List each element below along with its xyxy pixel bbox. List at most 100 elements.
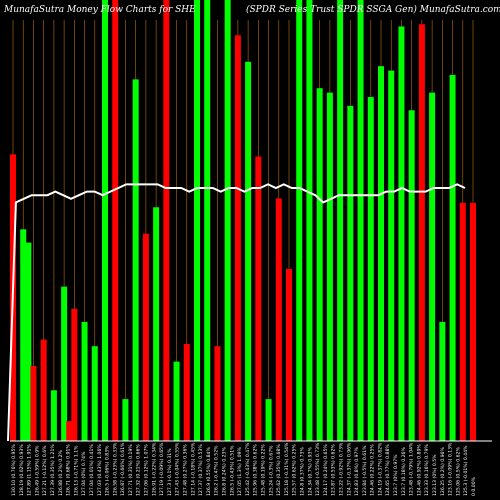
bar-up bbox=[25, 242, 32, 441]
bars bbox=[10, 0, 476, 442]
bar-up bbox=[153, 207, 160, 441]
bar-up bbox=[439, 321, 446, 441]
bar-down bbox=[255, 156, 262, 441]
bar-down bbox=[183, 343, 190, 441]
bar-up bbox=[378, 66, 384, 442]
x-tick-label: 123.7 (0%) 0.97% bbox=[393, 454, 399, 496]
x-tick-label: 127.04 (0%) 0.74% bbox=[81, 451, 87, 496]
x-tick-label: 127.48 (0.27%) 0.36% bbox=[183, 444, 189, 496]
bar-up bbox=[429, 92, 436, 442]
bar-up bbox=[388, 70, 395, 441]
x-tick-label: 126.25 (0.2%) 0.96% bbox=[440, 447, 446, 496]
x-tick-label: 127.43 (-0.04%) 0.55% bbox=[175, 442, 181, 496]
x-tick-label: 125.62 (0.35%) 0.68% bbox=[276, 444, 282, 496]
x-tick-label: 123.22 (-0.92%) 0.73% bbox=[339, 442, 345, 496]
bar-up bbox=[347, 105, 354, 441]
bar-up bbox=[245, 61, 252, 442]
chart-subtitle: (SPDR Series Trust SPDR SSGA Gen) Munafa… bbox=[246, 4, 500, 15]
x-tick-label: 123.7 (0.18%) 0.26% bbox=[401, 447, 407, 496]
x-tick-label: 123.33 (0.16%) 0.79% bbox=[424, 444, 430, 496]
bar-down bbox=[418, 24, 425, 441]
x-tick-label: 124.17 (0.24%) 0.65% bbox=[323, 444, 329, 496]
bar-up bbox=[316, 88, 323, 441]
x-tick-label: 127.06 (0.12%) 1.07% bbox=[144, 444, 150, 496]
bar-down bbox=[40, 339, 47, 441]
bar-up bbox=[132, 79, 139, 441]
bar-up bbox=[296, 0, 303, 441]
x-tick-label: 124.37 (-0.37%) 0.96% bbox=[346, 442, 352, 496]
x-tick-label: 126.71 (0.68%) 0.91% bbox=[66, 444, 72, 496]
x-tick-label: 127.03 (0.43%) 1.06% bbox=[97, 444, 103, 496]
x-tick-label: 126.88 (0.2%) 0.2% bbox=[58, 449, 64, 496]
x-tick-label: 127.89 (1.15%) 1.91% bbox=[27, 444, 33, 496]
x-tick-label: 125.96 (0.38%) 0.62% bbox=[253, 444, 259, 496]
bar-down bbox=[66, 421, 73, 441]
bar-down bbox=[71, 308, 78, 441]
x-tick-label: 123.13 (0%) 0.5% bbox=[432, 454, 438, 496]
x-tick-label: 124.19 (-0.37%) 0.82% bbox=[377, 442, 383, 496]
x-tick-label: 124.34 (0.7%) 0.93% bbox=[307, 447, 313, 496]
x-tick-label: 126.5 (-0.06%) 0.83% bbox=[105, 445, 111, 496]
x-tick-label: 127.19 (-0.09%) 0.65% bbox=[159, 442, 165, 496]
bar-up bbox=[326, 92, 333, 442]
x-tick-label: 124.46 (0.92%) 0.89% bbox=[416, 444, 422, 496]
money-flow-line bbox=[7, 183, 466, 442]
bar-up bbox=[449, 74, 456, 441]
bar-down bbox=[30, 366, 37, 441]
x-tick-label: 123.48 (-0.55%) 0.73% bbox=[315, 442, 321, 496]
bar-up bbox=[122, 399, 129, 441]
x-tick-label: 0 0.00% bbox=[471, 476, 477, 496]
bar-up bbox=[81, 321, 88, 441]
x-tick-label: 124.8 (0.37%) 0.73% bbox=[300, 447, 306, 496]
x-tick-label: 127.3 (-0.1%) 0.31% bbox=[167, 448, 173, 496]
chart-title: MunafaSutra Money Flow Charts for SHE bbox=[3, 5, 196, 15]
bar-up bbox=[204, 0, 211, 441]
x-tick-label: 127.39 (0.35%) 1.21% bbox=[50, 444, 56, 496]
x-tick-label: 125.24 (-0.3%) 0.67% bbox=[268, 445, 274, 496]
x-tick-label: 125.06 (0.5%) 0.62% bbox=[455, 447, 461, 496]
x-tick-label: 126.5 (-0.43%) 0.51% bbox=[229, 445, 235, 496]
x-tick-label: 123.84 (-0.5%) 0.61% bbox=[362, 445, 368, 496]
bar-up bbox=[194, 0, 200, 441]
bar-down bbox=[214, 346, 221, 441]
bar-up bbox=[91, 346, 98, 441]
bar-up bbox=[102, 0, 108, 441]
bar-up bbox=[367, 97, 374, 442]
x-tick-label: 125.18 (-0.31%) 0.54% bbox=[284, 442, 290, 496]
bar-down bbox=[286, 269, 292, 441]
bar-up bbox=[224, 0, 231, 441]
x-tick-label: 130.10 (0.76%) 0.95% bbox=[11, 444, 17, 496]
bar-down bbox=[234, 35, 241, 441]
x-tick-label: 124.83 (0.8%) 0.97% bbox=[354, 447, 360, 496]
bar-up bbox=[265, 399, 272, 441]
x-tick-label: 127.37 (0.37%) 0.53% bbox=[198, 444, 204, 496]
bar-up bbox=[20, 229, 27, 441]
bar-up bbox=[398, 26, 405, 442]
bar-up bbox=[357, 0, 364, 441]
bar-up bbox=[306, 0, 313, 441]
x-tick-label: 123.48 (-0.79%) 1.04% bbox=[409, 442, 415, 496]
x-tick-label: 127.05 (1.3%) 1.09% bbox=[237, 447, 243, 496]
bar-up bbox=[173, 361, 180, 441]
bar-down bbox=[163, 0, 170, 441]
bar-up bbox=[50, 390, 57, 441]
x-tick-label: 127.14 (-0.18%) 0.45% bbox=[190, 442, 196, 496]
x-tick-label: 127.21 (-0.12%) 0.6% bbox=[42, 445, 48, 496]
bar-up bbox=[61, 286, 68, 441]
x-tick-label: 126.87 (-0.66%) 0.61% bbox=[120, 442, 126, 496]
x-tick-label: 124.65 (0.77%) 0.88% bbox=[385, 444, 391, 496]
bar-down bbox=[459, 202, 466, 441]
x-tick-label: 126.2 (-0.47%) 0.52% bbox=[214, 445, 220, 496]
x-tick-label: 125.3 (-0.01%) 0.44% bbox=[463, 445, 469, 496]
x-tick-label: 126.9 (0.55%) 0.84% bbox=[206, 447, 212, 496]
bar-up bbox=[337, 0, 344, 441]
x-tick-label: 128.19 (0.02%) 0.93% bbox=[19, 444, 25, 496]
x-tick-label: 126.8 (0.24%) 0.23% bbox=[222, 447, 228, 496]
bar-down bbox=[470, 202, 476, 441]
x-tick-label: 123.16 (-0.09%) 0.13% bbox=[448, 442, 454, 496]
x-tick-label: 125.42 (-0.43%) 0.47% bbox=[245, 442, 251, 496]
x-tick-label: 127.71 (0.31%) 0.19% bbox=[128, 444, 134, 496]
x-tick-label: 126.13 (-0.71%) 1.1% bbox=[73, 445, 79, 496]
